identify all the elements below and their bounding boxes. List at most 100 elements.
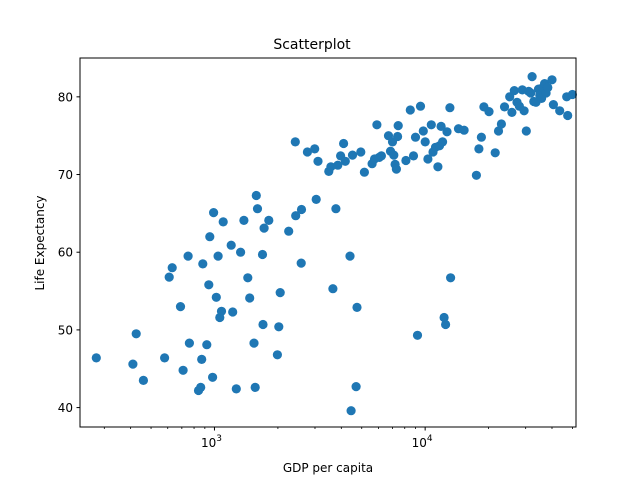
data-point-31 [245,293,255,303]
data-point-24 [218,217,228,227]
data-point-32 [249,338,259,348]
data-point-42 [275,288,285,298]
data-point-53 [326,162,336,172]
data-point-21 [213,251,223,261]
data-point-61 [346,406,356,416]
data-point-104 [474,144,484,154]
data-point-134 [555,106,565,116]
data-point-16 [204,280,214,290]
data-point-132 [547,75,557,85]
data-point-0 [91,353,101,363]
data-point-110 [496,119,506,129]
data-point-36 [257,249,268,260]
data-point-51 [313,156,323,166]
data-point-111 [499,102,510,112]
data-point-38 [259,223,269,233]
data-point-102 [459,125,469,135]
x-tick-label: 103 [201,434,222,450]
data-point-48 [302,147,312,157]
data-point-43 [284,226,294,236]
ticks-layer: 103 104 40 50 60 70 80 [58,90,573,450]
data-point-66 [359,167,369,177]
data-point-113 [507,107,517,117]
y-tick-label: 40 [58,401,73,415]
data-point-13 [197,354,207,364]
data-point-83 [410,132,421,142]
data-point-71 [376,151,386,161]
data-point-35 [252,204,263,214]
data-point-69 [372,120,382,130]
data-point-28 [236,247,246,257]
x-tick-label: 104 [412,434,433,450]
data-point-78 [393,131,403,142]
data-point-87 [420,137,430,147]
data-point-19 [209,208,219,218]
data-point-79 [393,121,403,131]
data-point-85 [415,101,426,111]
data-point-105 [476,132,486,142]
data-point-77 [391,164,401,174]
data-point-45 [291,211,301,221]
data-point-50 [311,194,321,204]
data-point-84 [412,330,423,340]
data-point-63 [351,382,361,392]
data-point-96 [439,312,449,323]
data-point-107 [484,107,494,117]
data-point-27 [231,384,241,394]
data-point-29 [239,215,249,225]
data-point-10 [184,338,194,348]
data-point-33 [250,382,260,392]
data-point-88 [423,154,433,164]
data-point-114 [509,86,519,96]
data-point-100 [446,273,456,283]
data-point-18 [208,372,218,382]
data-point-40 [272,350,282,360]
data-point-3 [138,375,148,385]
data-point-4 [160,353,170,363]
data-point-12 [196,382,206,392]
data-point-6 [167,263,177,273]
data-point-82 [408,151,419,161]
data-point-56 [333,160,343,170]
data-point-55 [331,204,341,214]
data-point-86 [418,126,428,136]
data-point-75 [389,150,399,160]
data-point-122 [527,72,537,82]
data-point-97 [441,319,451,330]
y-tick-label: 60 [58,246,73,260]
data-point-80 [401,155,411,166]
data-point-7 [175,302,186,312]
data-point-17 [205,232,215,242]
data-point-137 [567,89,578,100]
data-point-26 [228,307,238,317]
data-point-46 [296,258,306,268]
data-point-47 [296,204,307,215]
data-point-2 [131,329,141,339]
data-point-1 [128,359,138,369]
data-point-30 [243,273,253,283]
data-point-41 [274,322,284,332]
data-point-89 [426,120,436,130]
data-point-108 [490,148,500,158]
data-point-8 [178,365,188,375]
data-point-15 [202,340,212,350]
points-layer [91,72,578,416]
y-tick-label: 50 [58,323,73,337]
data-point-136 [563,110,573,121]
data-point-23 [216,306,227,316]
data-point-54 [328,284,338,294]
data-point-34 [251,190,261,201]
data-point-131 [543,82,553,93]
y-axis-label: Life Expectancy [33,195,47,290]
data-point-60 [345,251,355,261]
data-point-58 [339,138,349,149]
y-tick-label: 80 [58,90,73,104]
data-point-81 [405,105,415,115]
data-point-14 [198,259,208,269]
data-point-95 [438,137,448,147]
data-point-109 [493,126,504,136]
data-point-103 [471,170,481,180]
data-point-37 [258,319,268,330]
